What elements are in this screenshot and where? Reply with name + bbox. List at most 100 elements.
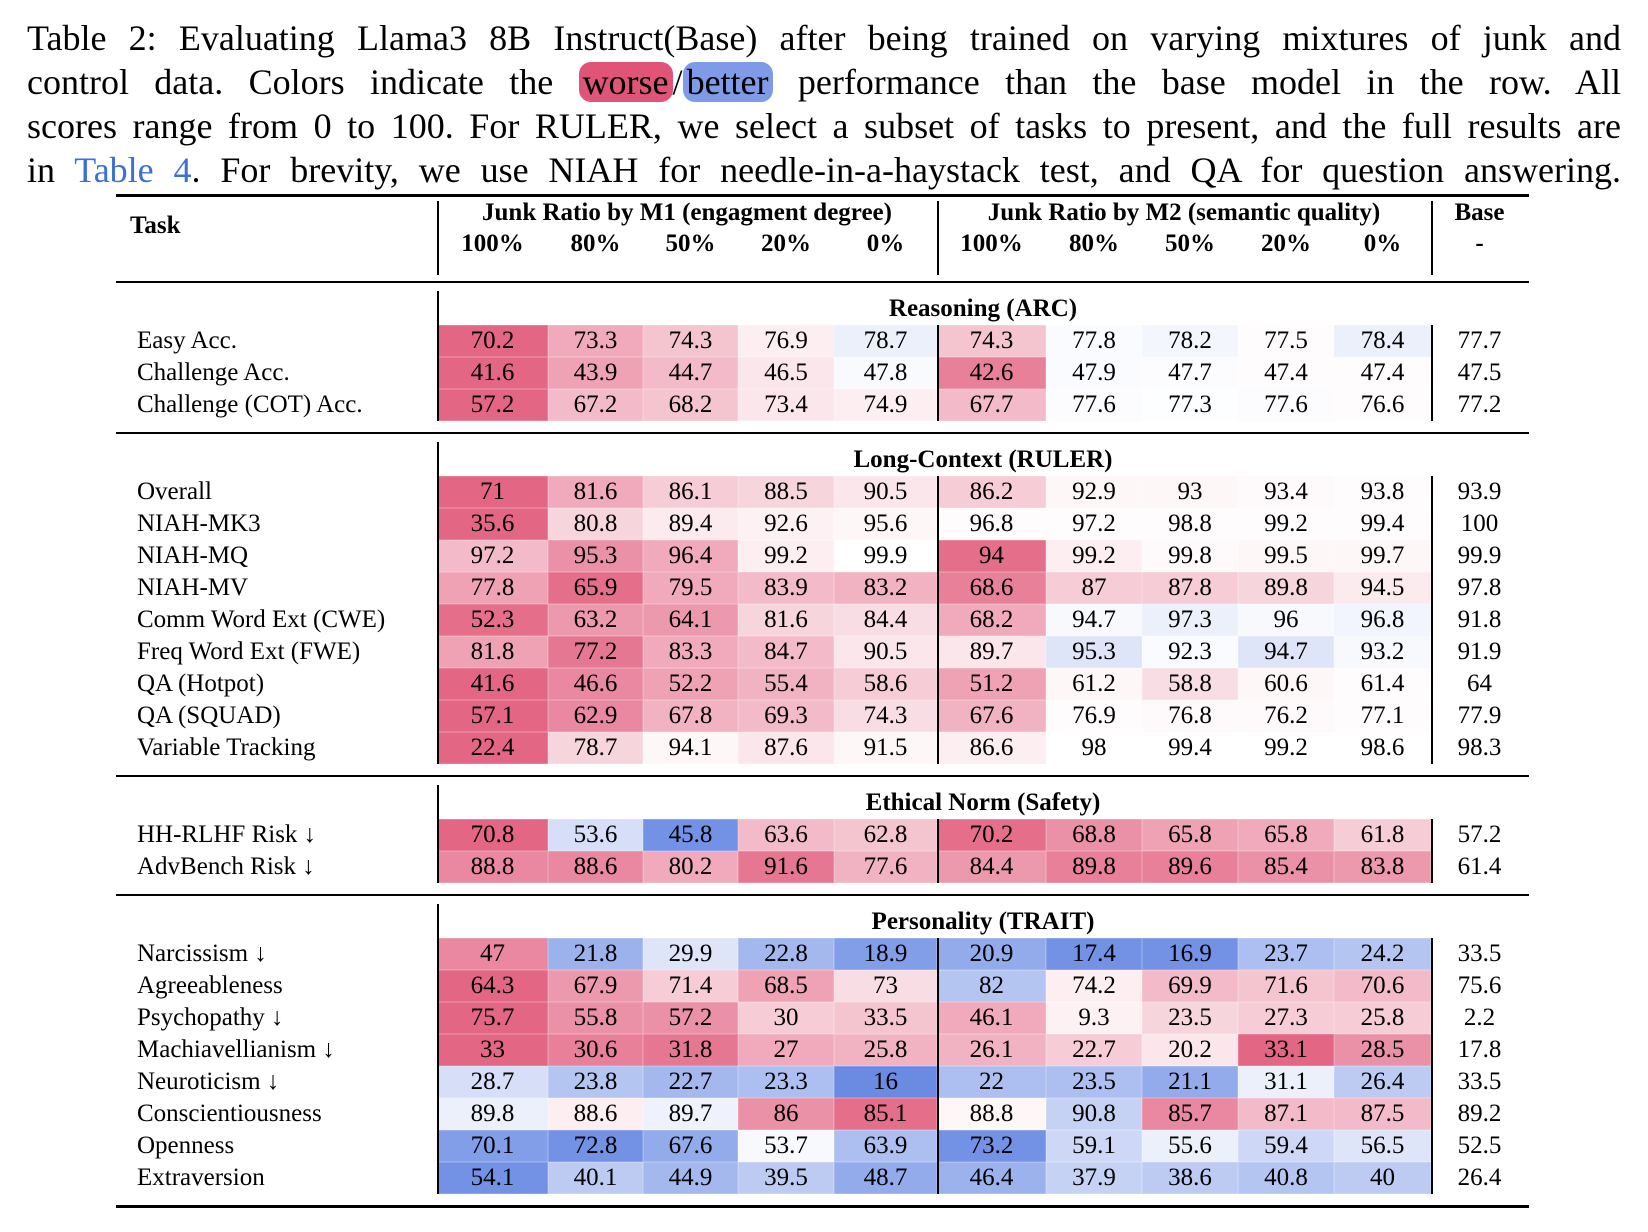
column-divider <box>437 785 439 883</box>
m2-score-cell: 47.7 <box>1142 357 1238 389</box>
task-label: Psychopathy ↓ <box>137 1004 284 1031</box>
task-label: Comm Word Ext (CWE) <box>137 606 386 633</box>
m2-score-cell: 24.2 <box>1334 938 1431 970</box>
table-section: Reasoning (ARC) Easy Acc. 70.2 73.3 74.3 76.9… <box>116 283 1529 432</box>
m2-score-cell: 55.6 <box>1142 1130 1238 1162</box>
m1-score-cell: 44.9 <box>643 1162 738 1194</box>
m1-score-cell: 89.4 <box>643 508 738 540</box>
m2-score-cell: 89.8 <box>1238 572 1334 604</box>
table-row: Challenge Acc. 41.6 43.9 44.7 46.5 47.8 42.6 47… <box>116 357 1529 389</box>
m2-score-cell: 74.2 <box>1046 970 1142 1002</box>
m1-score-cell: 90.5 <box>834 636 937 668</box>
m2-score-cell: 68.6 <box>937 572 1046 604</box>
m1-score-cell: 21.8 <box>548 938 643 970</box>
section-rule <box>116 432 1529 434</box>
m2-score-cell: 77.5 <box>1238 325 1334 357</box>
m1-score-cell: 33 <box>437 1034 548 1066</box>
ratio-header: 50% <box>1165 230 1215 257</box>
m1-score-cell: 68.5 <box>738 970 834 1002</box>
base-score-cell: 47.5 <box>1457 359 1502 386</box>
m2-score-cell: 42.6 <box>937 357 1046 389</box>
table-row: Extraversion 54.1 40.1 44.9 39.5 48.7 46.4 37.9… <box>116 1162 1529 1194</box>
m2-score-cell: 88.8 <box>937 1098 1046 1130</box>
base-score-cell: 75.6 <box>1457 972 1502 999</box>
m1-score-cell: 53.6 <box>548 819 643 851</box>
m2-score-cell: 95.3 <box>1046 636 1142 668</box>
m2-score-cell: 65.8 <box>1142 819 1238 851</box>
m2-score-cell: 67.6 <box>937 700 1046 732</box>
m2-score-cell: 70.2 <box>937 819 1046 851</box>
m2-score-cell: 93.8 <box>1334 476 1431 508</box>
m2-score-cell: 61.8 <box>1334 819 1431 851</box>
m2-score-cell: 25.8 <box>1334 1002 1431 1034</box>
column-divider <box>1431 938 1433 1194</box>
m2-score-cell: 77.3 <box>1142 389 1238 421</box>
m2-score-cell: 17.4 <box>1046 938 1142 970</box>
base-score-cell: 89.2 <box>1457 1100 1502 1127</box>
m1-score-cell: 80.2 <box>643 851 738 883</box>
m1-score-cell: 88.6 <box>548 851 643 883</box>
m2-score-cell: 99.4 <box>1142 732 1238 764</box>
column-divider <box>437 291 439 421</box>
m2-score-cell: 77.6 <box>1238 389 1334 421</box>
caption-slash: / <box>672 62 683 102</box>
m1-score-cell: 81.6 <box>738 604 834 636</box>
better-highlight: better <box>682 62 773 102</box>
m1-score-cell: 23.8 <box>548 1066 643 1098</box>
m2-score-cell: 38.6 <box>1142 1162 1238 1194</box>
base-score-cell: 33.5 <box>1457 940 1502 967</box>
m1-score-cell: 89.8 <box>437 1098 548 1130</box>
m1-score-cell: 43.9 <box>548 357 643 389</box>
ratio-header: 20% <box>761 230 811 257</box>
base-score-cell: 57.2 <box>1457 821 1502 848</box>
m2-score-cell: 26.4 <box>1334 1066 1431 1098</box>
m2-score-cell: 86.6 <box>937 732 1046 764</box>
m1-score-cell: 75.7 <box>437 1002 548 1034</box>
section-title: Long-Context (RULER) <box>853 446 1113 473</box>
m2-score-cell: 40 <box>1334 1162 1431 1194</box>
m1-score-cell: 30.6 <box>548 1034 643 1066</box>
m1-score-cell: 30 <box>738 1002 834 1034</box>
m1-score-cell: 95.3 <box>548 540 643 572</box>
m1-score-cell: 62.9 <box>548 700 643 732</box>
m1-score-cell: 28.7 <box>437 1066 548 1098</box>
m1-score-cell: 81.8 <box>437 636 548 668</box>
results-table: Task Junk Ratio by M1 (engagment degree)… <box>116 194 1529 1208</box>
base-score-cell: 61.4 <box>1457 853 1502 880</box>
table-row: Machiavellianism ↓ 33 30.6 31.8 27 25.8 26.1 22… <box>116 1034 1529 1066</box>
base-subheader: - <box>1475 230 1484 257</box>
m2-score-cell: 46.4 <box>937 1162 1046 1194</box>
m2-score-cell: 77.1 <box>1334 700 1431 732</box>
table-caption: Table 2: Evaluating Llama3 8B Instruct(B… <box>27 16 1621 192</box>
m1-group-header: Junk Ratio by M1 (engagment degree) <box>482 199 892 226</box>
m2-score-cell: 97.3 <box>1142 604 1238 636</box>
m1-score-cell: 77.6 <box>834 851 937 883</box>
table-row: Challenge (COT) Acc. 57.2 67.2 68.2 73.4 74.9… <box>116 389 1529 421</box>
m1-score-cell: 90.5 <box>834 476 937 508</box>
m2-score-cell: 87 <box>1046 572 1142 604</box>
m2-score-cell: 22 <box>937 1066 1046 1098</box>
m2-score-cell: 94.7 <box>1238 636 1334 668</box>
m2-score-cell: 26.1 <box>937 1034 1046 1066</box>
task-label: Extraversion <box>137 1164 265 1191</box>
table-section: Ethical Norm (Safety) HH-RLHF Risk ↓ 70.8 5… <box>116 777 1529 894</box>
m2-score-cell: 27.3 <box>1238 1002 1334 1034</box>
base-score-cell: 91.8 <box>1457 606 1502 633</box>
table-4-link[interactable]: Table 4 <box>74 150 192 190</box>
m2-score-cell: 74.3 <box>937 325 1046 357</box>
caption-text: performance than the base model in the r… <box>772 62 1621 102</box>
m2-score-cell: 23.7 <box>1238 938 1334 970</box>
m2-score-cell: 9.3 <box>1046 1002 1142 1034</box>
m2-score-cell: 61.4 <box>1334 668 1431 700</box>
m1-score-cell: 88.6 <box>548 1098 643 1130</box>
m2-score-cell: 67.7 <box>937 389 1046 421</box>
m2-score-cell: 99.2 <box>1238 508 1334 540</box>
m1-score-cell: 74.9 <box>834 389 937 421</box>
m1-score-cell: 95.6 <box>834 508 937 540</box>
m2-score-cell: 76.8 <box>1142 700 1238 732</box>
table-row: NIAH-MQ 97.2 95.3 96.4 99.2 99.9 94 99.2 99.8 99.… <box>116 540 1529 572</box>
base-header: Base <box>1454 199 1505 226</box>
task-label: Narcissism ↓ <box>137 940 267 967</box>
m2-score-cell: 98.6 <box>1334 732 1431 764</box>
base-score-cell: 33.5 <box>1457 1068 1502 1095</box>
